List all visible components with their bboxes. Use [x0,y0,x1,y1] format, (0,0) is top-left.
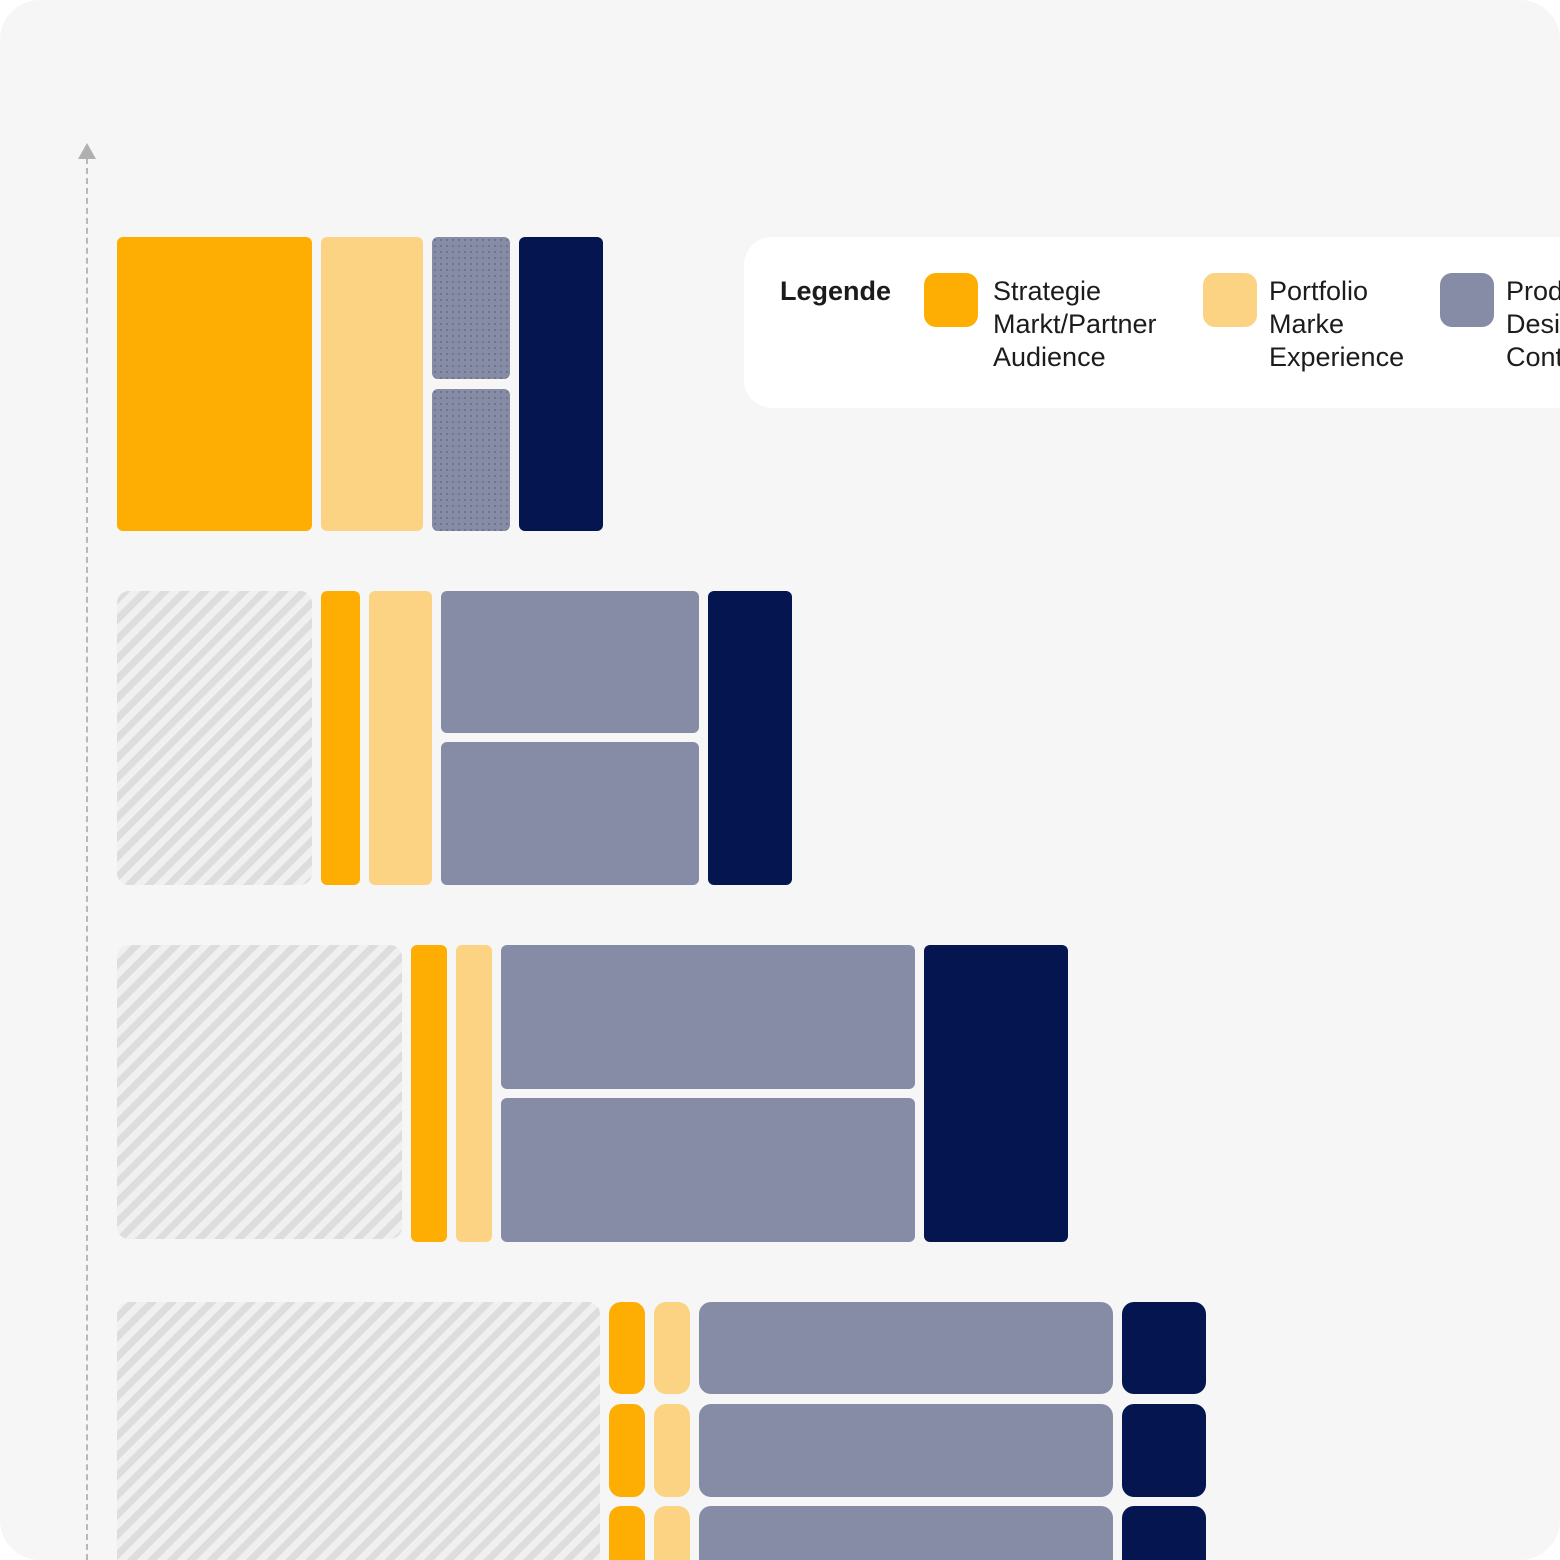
legend-label: Portfolio [1269,276,1369,306]
row4-portfolio-block-1 [654,1302,690,1394]
row2-strategie-block [321,591,360,885]
row4-strategie-block-2 [609,1404,645,1497]
legend-panel: Legende Strategie Markt/Partner Audience… [744,237,1560,408]
row3-produkt-block-bottom [501,1098,915,1242]
row1-navy-block [519,237,603,531]
vertical-axis-line [86,158,88,1560]
row4-produkt-block-1 [699,1302,1113,1394]
row3-strategie-block [411,945,447,1242]
row4-strategie-block-1 [609,1302,645,1394]
row1-produkt-block-bottom [432,389,510,531]
row4-portfolio-block-3 [654,1506,690,1560]
legend-label: Prod [1506,276,1560,306]
row4-navy-block-2 [1122,1404,1206,1497]
row3-navy-block [924,945,1068,1242]
legend-label: Markt/Partner [993,309,1157,339]
row4-produkt-block-3 [699,1506,1113,1560]
legend-label: Cont [1506,342,1560,372]
row4-strategie-block-3 [609,1506,645,1560]
legend-swatch-produkt [1440,273,1494,327]
row4-navy-block-1 [1122,1302,1206,1394]
row2-portfolio-block [369,591,432,885]
row3-portfolio-block [456,945,492,1242]
row4-produkt-block-2 [699,1404,1113,1497]
row1-strategie-block [117,237,312,531]
row4-hatched-placeholder [117,1302,600,1560]
legend-label: Strategie [993,276,1102,306]
legend-label: Audience [993,342,1106,372]
legend-label: Desi [1506,309,1560,339]
row3-hatched-placeholder [117,945,402,1239]
row1-portfolio-block [321,237,423,531]
row4-navy-block-3 [1122,1506,1206,1560]
legend-swatch-portfolio [1203,273,1257,327]
axis-arrow-icon [78,143,96,159]
row2-produkt-block-top [441,591,699,733]
legend-swatch-strategie [924,273,978,327]
row2-produkt-block-bottom [441,742,699,885]
row2-navy-block [708,591,792,885]
row2-hatched-placeholder [117,591,312,885]
legend-label: Experience [1269,342,1405,372]
row3-produkt-block-top [501,945,915,1089]
legend-label: Marke [1269,309,1345,339]
legend-title: Legende [780,276,892,306]
row4-portfolio-block-2 [654,1404,690,1497]
row1-produkt-block-top [432,237,510,379]
